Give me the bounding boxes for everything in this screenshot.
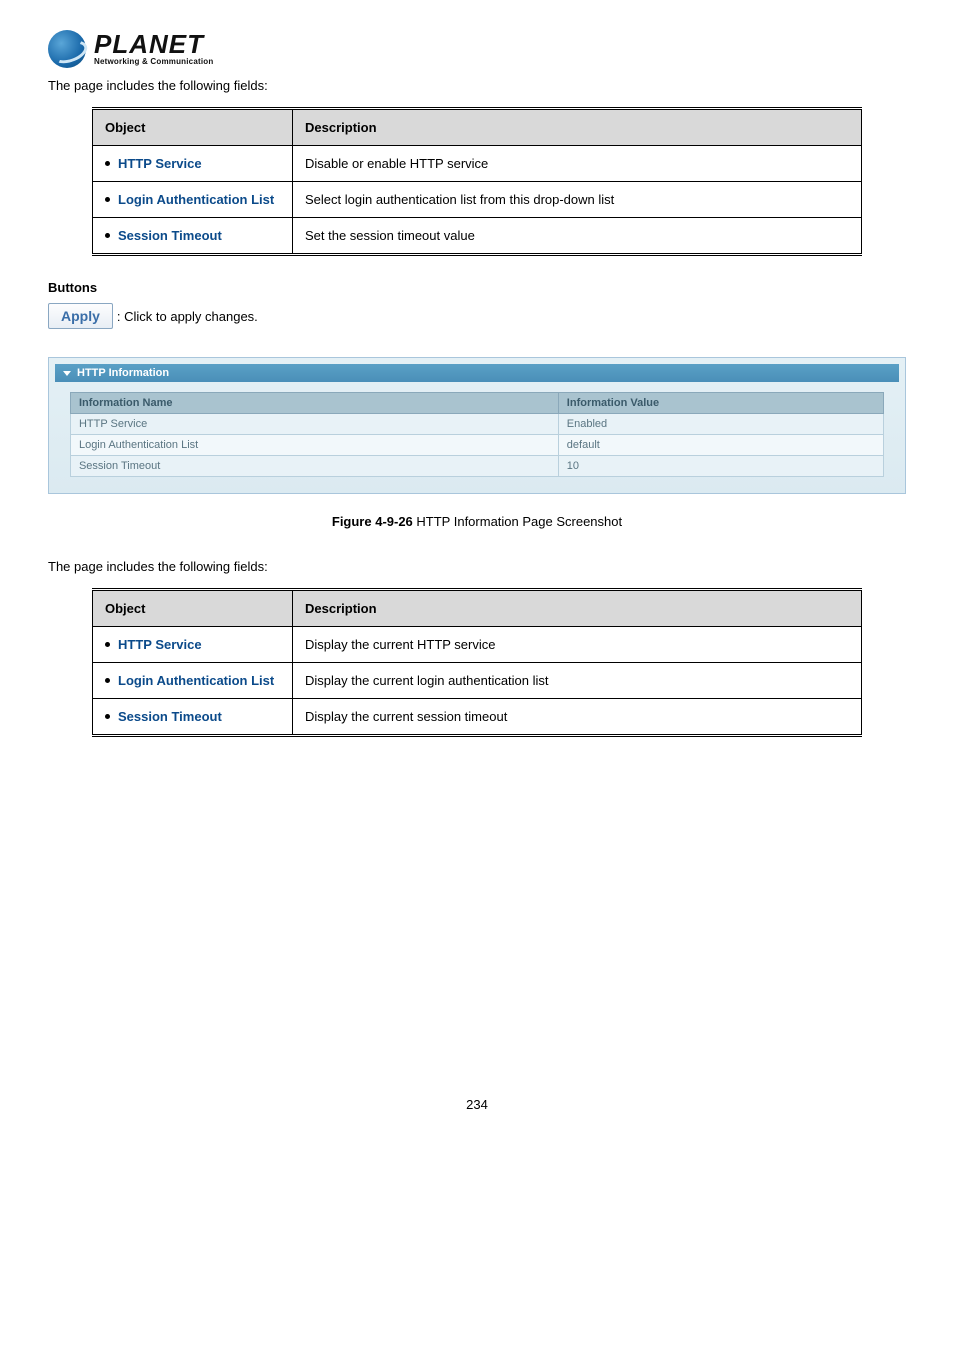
- http-info-panel: HTTP Information Information Name Inform…: [48, 357, 906, 494]
- table1-row2-desc: Set the session timeout value: [293, 218, 862, 255]
- intro-text-2: The page includes the following fields:: [48, 559, 906, 574]
- bullet-icon: [105, 233, 110, 238]
- buttons-heading: Buttons: [48, 280, 906, 295]
- table1-header-object: Object: [93, 109, 293, 146]
- info-row2-name: Session Timeout: [70, 456, 558, 477]
- logo-main-text: PLANET: [94, 32, 213, 57]
- table2-row2-desc: Display the current session timeout: [293, 699, 862, 736]
- table-row: Login Authentication List default: [70, 435, 883, 456]
- apply-button[interactable]: Apply: [48, 303, 113, 329]
- info-row0-value: Enabled: [558, 414, 883, 435]
- table-row: HTTP Service Enabled: [70, 414, 883, 435]
- table1-row1-obj: Login Authentication List: [118, 192, 274, 207]
- fields-table-1: Object Description HTTP Service Disable …: [92, 107, 862, 256]
- logo-sub-text: Networking & Communication: [94, 57, 213, 66]
- logo: PLANET Networking & Communication: [48, 30, 906, 68]
- figure-caption: Figure 4-9-26 HTTP Information Page Scre…: [48, 514, 906, 529]
- panel-title: HTTP Information: [77, 367, 169, 379]
- table2-row1-obj: Login Authentication List: [118, 673, 274, 688]
- intro-text-1: The page includes the following fields:: [48, 78, 906, 93]
- info-row2-value: 10: [558, 456, 883, 477]
- table1-header-description: Description: [293, 109, 862, 146]
- info-row1-value: default: [558, 435, 883, 456]
- table-row: Login Authentication List Display the cu…: [93, 663, 862, 699]
- info-row1-name: Login Authentication List: [70, 435, 558, 456]
- info-header-name: Information Name: [70, 393, 558, 414]
- info-header-value: Information Value: [558, 393, 883, 414]
- table-row: HTTP Service Display the current HTTP se…: [93, 627, 862, 663]
- bullet-icon: [105, 161, 110, 166]
- table2-header-description: Description: [293, 590, 862, 627]
- figure-text: HTTP Information Page Screenshot: [413, 514, 622, 529]
- panel-titlebar[interactable]: HTTP Information: [55, 364, 899, 382]
- logo-icon: [48, 30, 86, 68]
- fields-table-2: Object Description HTTP Service Display …: [92, 588, 862, 737]
- bullet-icon: [105, 197, 110, 202]
- table1-row0-obj: HTTP Service: [118, 156, 202, 171]
- caret-down-icon: [63, 371, 71, 376]
- table2-row0-desc: Display the current HTTP service: [293, 627, 862, 663]
- table2-row1-desc: Display the current login authentication…: [293, 663, 862, 699]
- table-row: Session Timeout 10: [70, 456, 883, 477]
- table1-row1-desc: Select login authentication list from th…: [293, 182, 862, 218]
- info-table: Information Name Information Value HTTP …: [70, 392, 884, 477]
- table-row: Session Timeout Display the current sess…: [93, 699, 862, 736]
- info-row0-name: HTTP Service: [70, 414, 558, 435]
- table-row: Session Timeout Set the session timeout …: [93, 218, 862, 255]
- table1-row0-desc: Disable or enable HTTP service: [293, 146, 862, 182]
- table2-row2-obj: Session Timeout: [118, 709, 222, 724]
- page-number: 234: [48, 1097, 906, 1112]
- bullet-icon: [105, 678, 110, 683]
- figure-number: Figure 4-9-26: [332, 514, 413, 529]
- table-row: HTTP Service Disable or enable HTTP serv…: [93, 146, 862, 182]
- bullet-icon: [105, 642, 110, 647]
- bullet-icon: [105, 714, 110, 719]
- table2-header-object: Object: [93, 590, 293, 627]
- table-row: Login Authentication List Select login a…: [93, 182, 862, 218]
- apply-help-text: : Click to apply changes.: [117, 309, 258, 324]
- table1-row2-obj: Session Timeout: [118, 228, 222, 243]
- table2-row0-obj: HTTP Service: [118, 637, 202, 652]
